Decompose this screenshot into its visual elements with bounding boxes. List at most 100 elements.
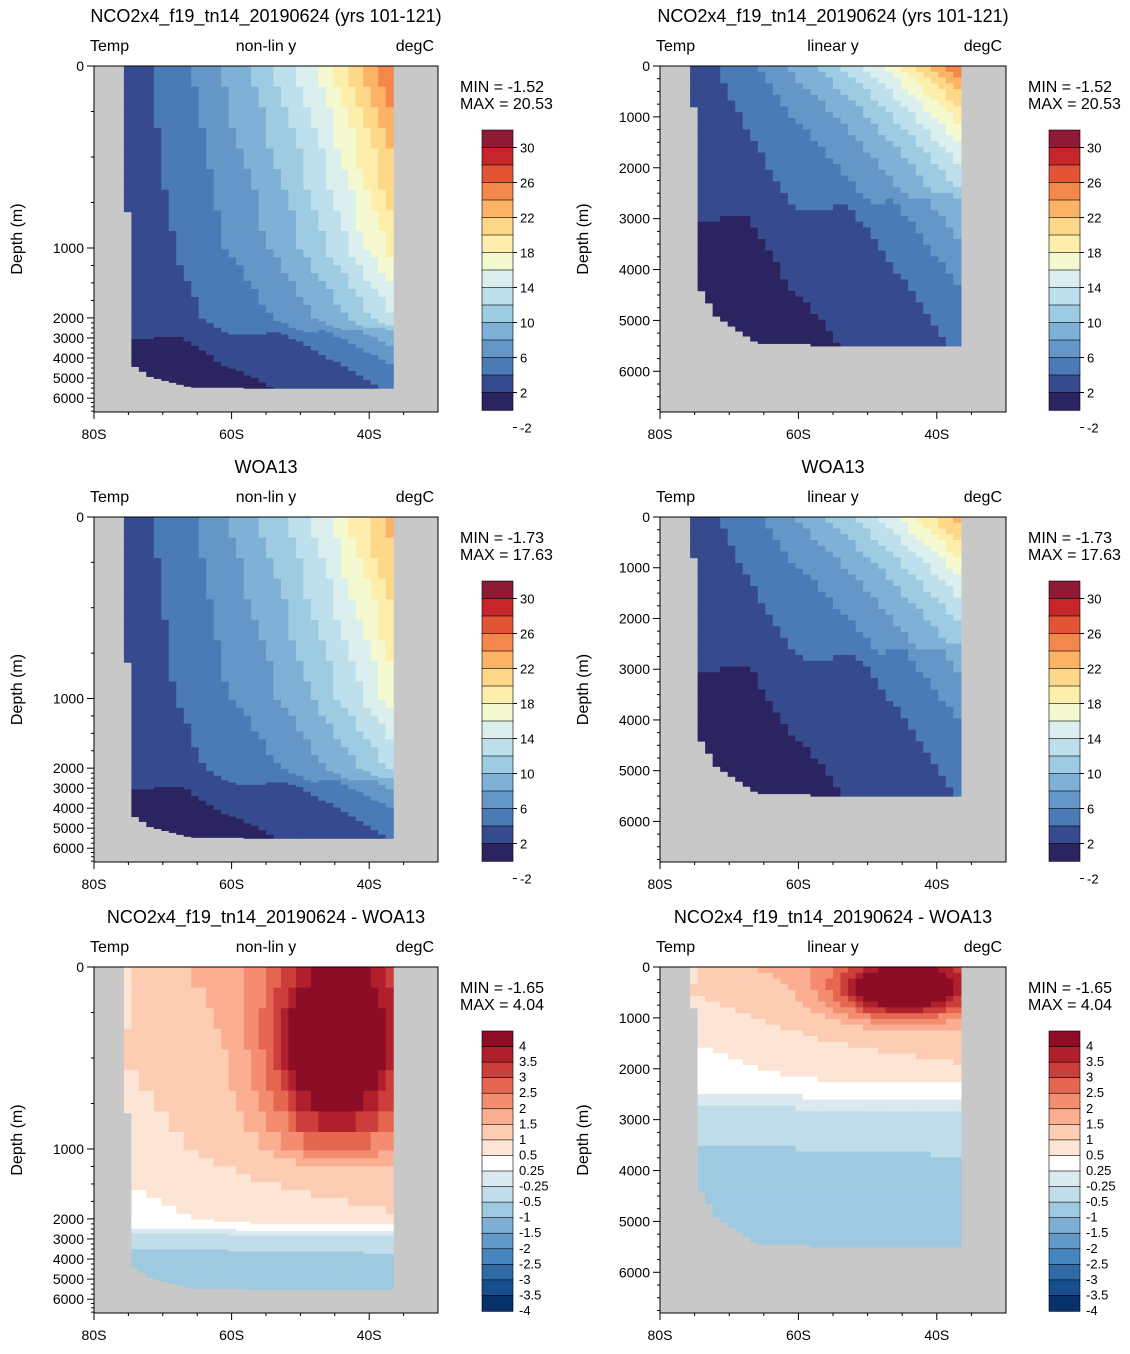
field-cell <box>340 86 349 108</box>
field-cell <box>221 789 230 793</box>
field-cell <box>131 289 140 298</box>
field-cell <box>288 289 297 298</box>
field-cell <box>153 327 162 331</box>
field-cell <box>310 763 319 770</box>
field-cell <box>720 152 729 159</box>
field-cell <box>221 775 230 779</box>
field-cell <box>258 793 267 797</box>
field-cell <box>318 169 327 191</box>
field-cell <box>385 231 394 250</box>
field-cell <box>325 660 334 683</box>
field-cell <box>131 791 140 795</box>
field-cell <box>378 336 387 340</box>
field-cell <box>363 210 372 232</box>
field-cell <box>385 332 394 336</box>
field-cell <box>221 830 230 834</box>
field-cell <box>363 231 372 250</box>
field-cell <box>863 140 872 148</box>
field-cell <box>303 821 312 824</box>
field-cell <box>198 800 207 804</box>
field-cell <box>795 262 804 269</box>
field-cell <box>340 802 349 806</box>
field-cell <box>757 100 766 107</box>
field-cell <box>183 823 192 827</box>
field-cell <box>191 127 200 150</box>
field-cell <box>378 339 387 343</box>
field-cell <box>176 189 185 211</box>
field-cell <box>213 747 222 756</box>
field-cell <box>183 517 192 539</box>
field-cell <box>325 273 334 282</box>
field-cell <box>720 319 729 322</box>
field-cell <box>833 221 842 229</box>
field-cell <box>258 773 267 777</box>
field-cell <box>893 175 902 182</box>
field-cell <box>742 227 751 234</box>
field-cell <box>908 129 917 136</box>
field-cell <box>221 312 230 320</box>
field-cell <box>325 364 334 368</box>
field-cell <box>855 250 864 257</box>
field-cell <box>183 780 192 784</box>
field-cell <box>251 825 260 829</box>
field-cell <box>697 262 706 269</box>
field-cell <box>206 739 215 748</box>
field-cell <box>138 809 147 813</box>
field-cell <box>303 366 312 370</box>
field-cell <box>855 66 864 73</box>
field-cell <box>131 775 140 779</box>
field-cell <box>318 359 327 363</box>
field-cell <box>236 807 245 811</box>
field-cell <box>810 221 819 229</box>
field-cell <box>863 250 872 257</box>
field-cell <box>848 71 857 79</box>
field-cell <box>273 386 282 389</box>
field-cell <box>273 558 282 580</box>
field-cell <box>138 798 147 802</box>
field-cell <box>310 821 319 824</box>
field-cell <box>885 123 894 131</box>
field-cell <box>176 148 185 170</box>
field-cell <box>310 800 319 804</box>
field-cell <box>146 791 155 795</box>
field-cell <box>705 175 714 182</box>
field-cell <box>176 357 185 361</box>
field-cell <box>810 290 819 298</box>
field-cell <box>310 348 319 352</box>
field-cell <box>340 789 349 793</box>
field-cell <box>191 731 200 740</box>
field-cell <box>953 296 962 304</box>
field-cell <box>697 198 706 205</box>
field-cell <box>697 77 706 84</box>
field-cell <box>273 812 282 815</box>
field-cell <box>885 296 894 304</box>
field-cell <box>168 830 177 833</box>
field-cell <box>705 198 714 205</box>
field-cell <box>258 640 267 662</box>
field-cell <box>266 836 275 839</box>
field-cell <box>370 312 379 320</box>
field-cell <box>161 375 170 379</box>
field-cell <box>236 377 245 381</box>
field-cell <box>288 771 297 775</box>
field-cell <box>310 332 319 336</box>
field-cell <box>191 814 200 818</box>
field-cell <box>206 304 215 314</box>
field-cell <box>251 791 260 795</box>
field-cell <box>146 723 155 733</box>
field-cell <box>885 181 894 188</box>
field-cell <box>138 355 147 358</box>
field-cell <box>915 313 924 321</box>
field-cell <box>378 289 387 298</box>
field-cell <box>318 257 327 266</box>
field-cell <box>378 350 387 354</box>
field-cell <box>176 793 185 797</box>
field-cell <box>900 158 909 165</box>
field-cell <box>266 304 275 314</box>
field-cell <box>915 66 924 73</box>
field-cell <box>191 380 200 383</box>
field-cell <box>295 330 304 333</box>
field-cell <box>825 164 834 171</box>
field-cell <box>945 233 954 240</box>
field-cell <box>138 352 147 356</box>
